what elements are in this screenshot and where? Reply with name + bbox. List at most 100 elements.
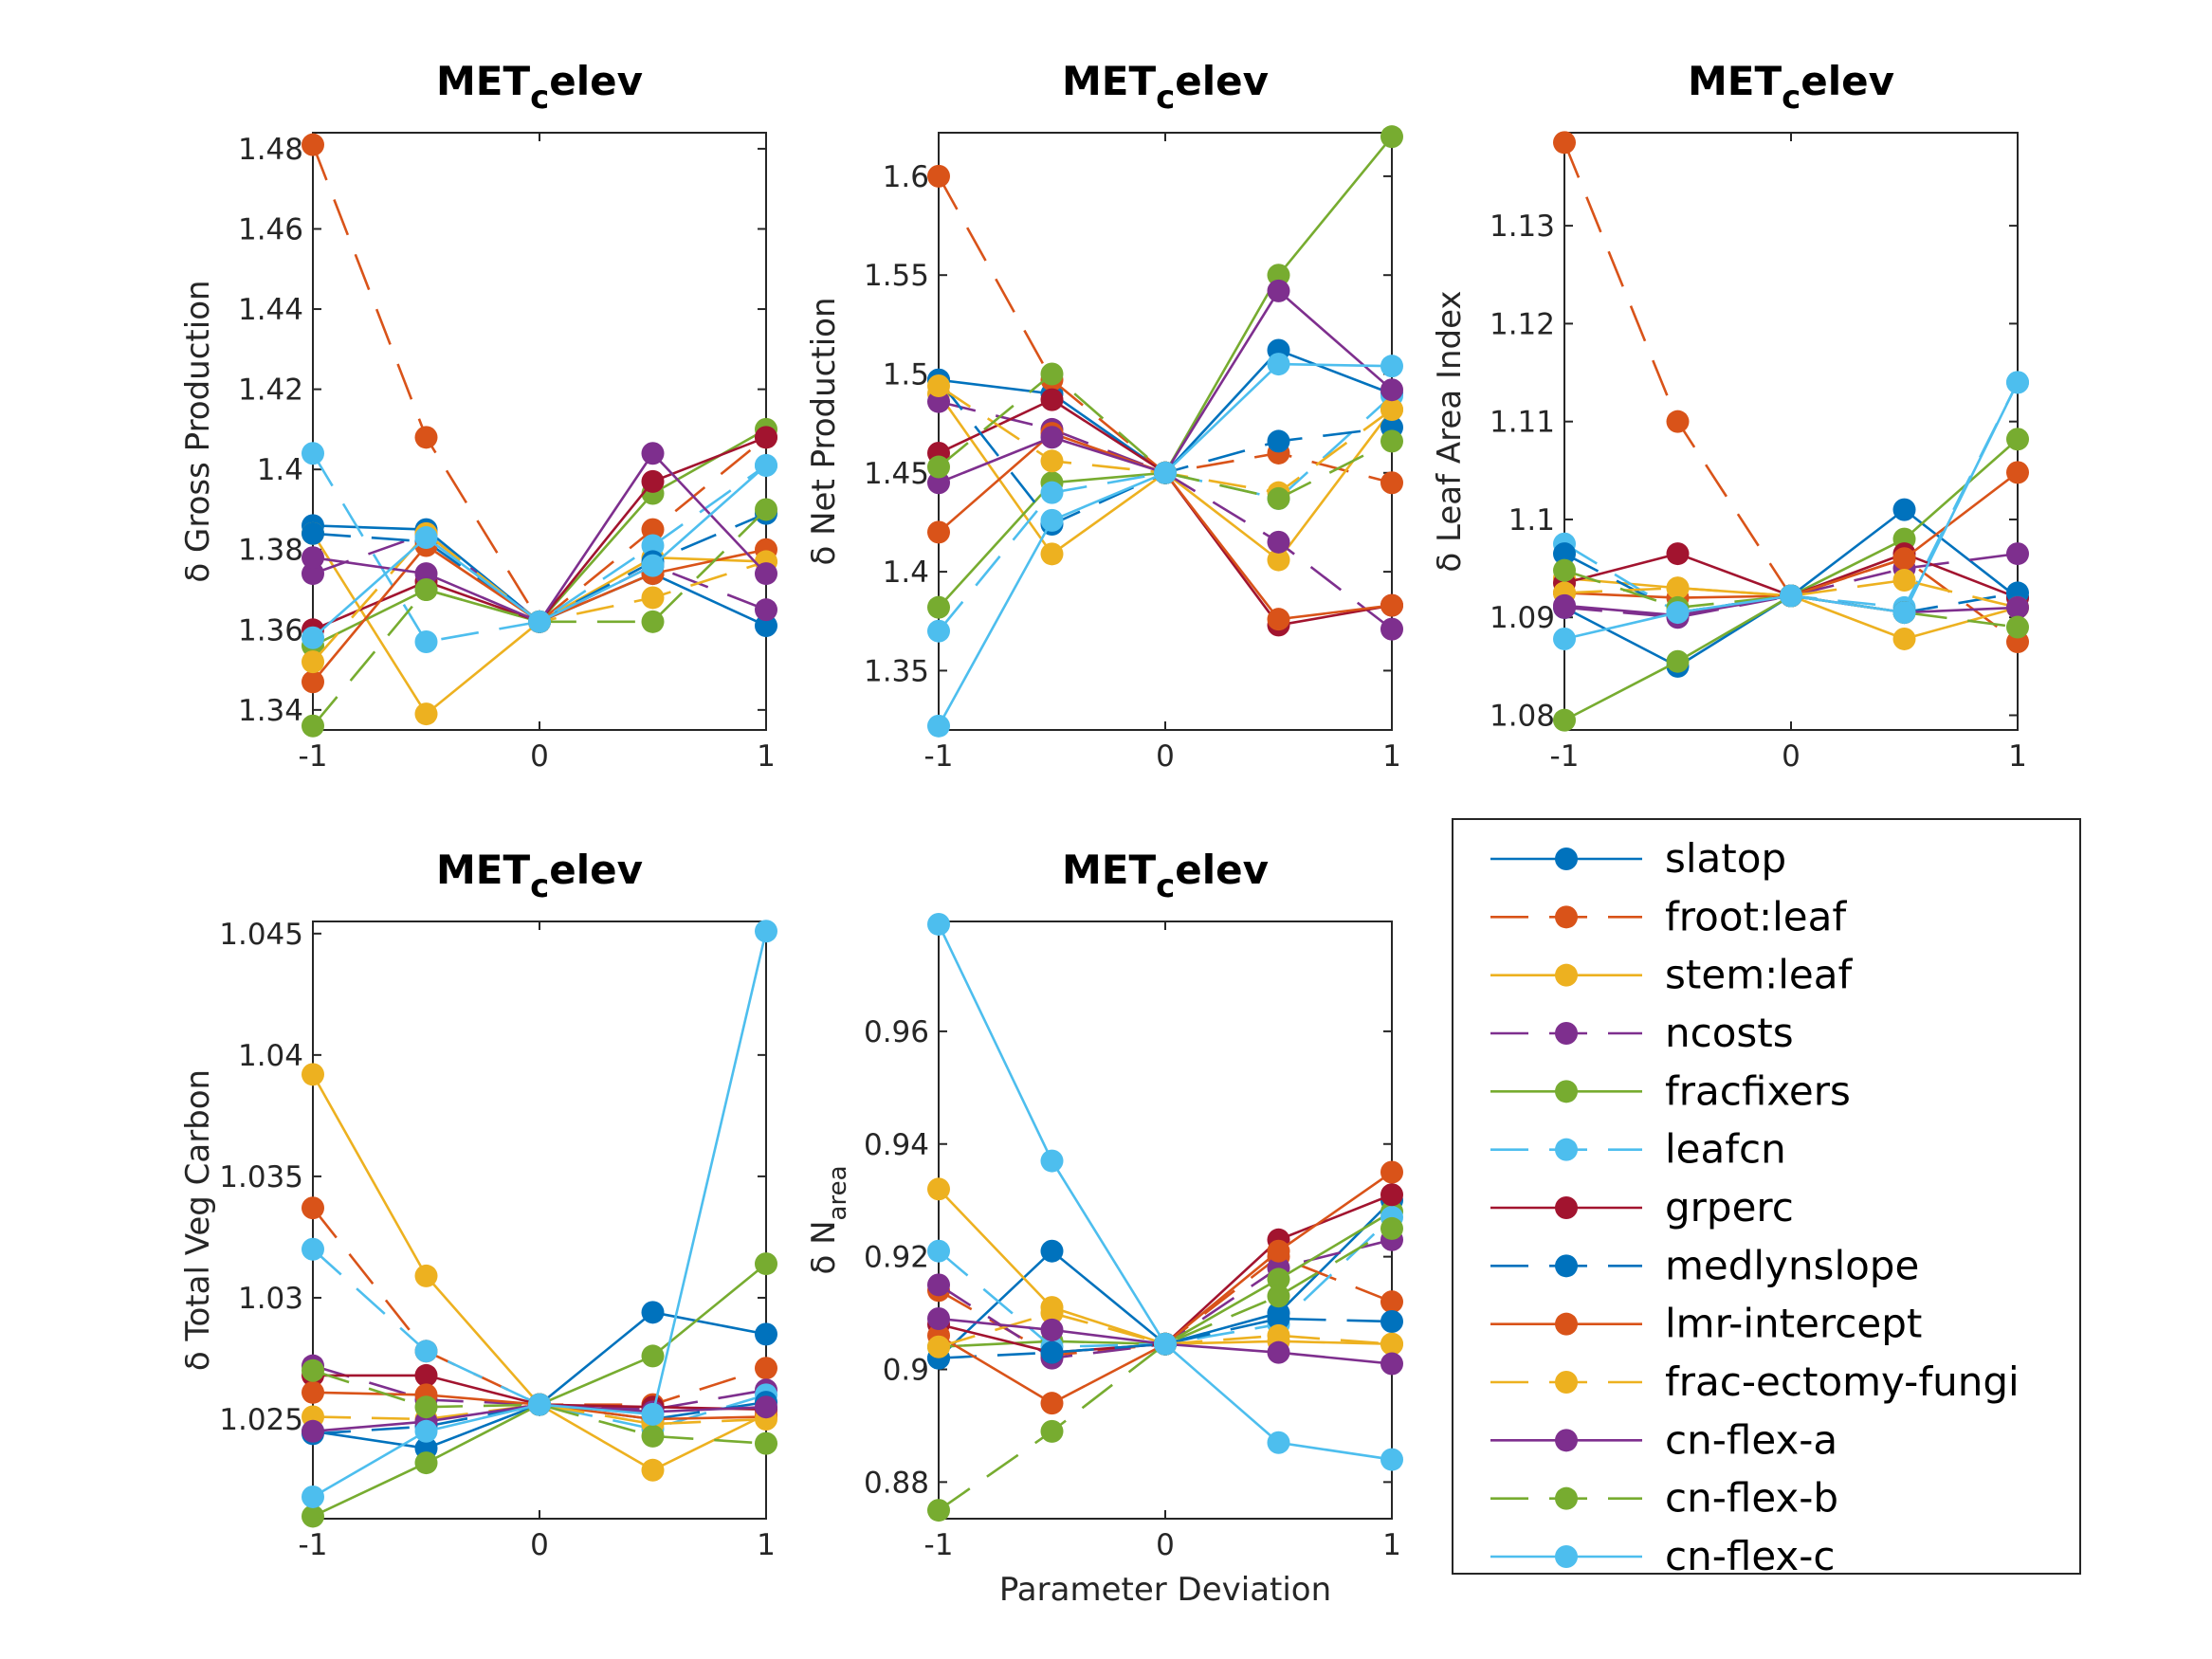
data-point <box>1267 608 1290 631</box>
data-point <box>641 586 665 610</box>
legend-box <box>1452 818 2081 1575</box>
y-tick-label: 1.4 <box>883 556 929 590</box>
data-point <box>927 390 950 413</box>
title-tail: elev <box>549 847 643 893</box>
series-line <box>937 394 1393 632</box>
title-main: MET <box>1688 58 1782 104</box>
data-point <box>1040 1149 1064 1173</box>
subplot-3: METcelev 1.08 1.09 1.1 1.11 1.12 1.13 -1 0 1 δ Lea… <box>1431 58 2029 774</box>
data-point <box>1666 576 1690 600</box>
legend-entry: cn-flex-b <box>1490 1475 1838 1522</box>
x-tick-label: 1 <box>757 739 776 774</box>
y-tick-label: 1.38 <box>238 534 303 568</box>
data-point <box>1892 601 1916 625</box>
series-line <box>938 1227 1393 1512</box>
data-point <box>1040 1340 1064 1364</box>
data-point <box>414 578 438 602</box>
y-tick-label: 0.9 <box>883 1354 929 1388</box>
data-point <box>1267 279 1290 302</box>
x-tick-label: -1 <box>299 1528 328 1562</box>
legend-entry: frac-ectomy-fungi <box>1490 1358 2020 1405</box>
data-point <box>302 521 324 545</box>
data-point <box>1267 486 1290 510</box>
legend-entry: froot:leaf <box>1490 893 1847 939</box>
data-point <box>1380 1160 1403 1184</box>
legend-label: stem:leaf <box>1665 952 1853 998</box>
y-tick-label: 1.12 <box>1490 307 1555 341</box>
y-tick-label: 1.4 <box>257 453 303 487</box>
title-subscript: c <box>530 79 549 117</box>
y-axis-label: δ Leaf Area Index <box>1431 290 1469 572</box>
y-tick-label: 1.35 <box>864 654 929 688</box>
data-point <box>414 1340 438 1363</box>
legend-entry: cn-flex-c <box>1490 1533 1836 1579</box>
series-cn-flex-c <box>927 353 1403 738</box>
x-tick-label: 1 <box>1382 1528 1401 1562</box>
subplot-1: METcelev 1.34 1.36 1.38 1.4 1.42 1.44 1.46 1.48 -… <box>179 58 777 774</box>
data-point <box>414 1419 438 1443</box>
legend-entry: grperc <box>1490 1184 1794 1231</box>
title-subscript: c <box>530 867 549 905</box>
subplot-title: METcelev <box>436 847 643 905</box>
series-line <box>312 1364 767 1412</box>
y-tick-label: 1.55 <box>864 259 929 293</box>
data-point <box>755 562 777 586</box>
y-tick-label: 1.08 <box>1490 700 1555 734</box>
legend-marker <box>1555 1254 1578 1278</box>
legend-label: leafcn <box>1665 1126 1786 1173</box>
data-point <box>641 1301 665 1324</box>
legend-marker <box>1555 1022 1578 1045</box>
data-point <box>1040 362 1064 386</box>
data-point <box>1267 353 1290 376</box>
series-cn-flex-c <box>1553 371 2029 650</box>
y-tick-label: 1.34 <box>238 694 303 728</box>
title-tail: elev <box>1801 58 1894 104</box>
data-point <box>927 455 950 479</box>
data-point <box>302 1504 324 1528</box>
x-tick-label: -1 <box>924 1528 954 1562</box>
data-point <box>1040 1302 1064 1325</box>
series-line <box>1563 578 2019 610</box>
data-point <box>414 629 438 653</box>
data-point <box>755 598 777 622</box>
title-subscript: c <box>1782 79 1801 117</box>
data-point <box>1154 461 1177 484</box>
data-point <box>641 610 665 633</box>
legend-marker <box>1555 1371 1578 1394</box>
x-tick-label: 0 <box>1156 739 1175 774</box>
y-tick-label: 1.045 <box>219 918 303 952</box>
legend-label: froot:leaf <box>1665 893 1847 939</box>
y-tick-label: 0.92 <box>864 1241 929 1275</box>
data-point <box>1267 1431 1290 1454</box>
data-point <box>1040 449 1064 473</box>
data-point <box>927 619 950 643</box>
y-tick-label: 1.04 <box>238 1039 303 1073</box>
data-point <box>528 1393 551 1416</box>
data-point <box>641 442 665 465</box>
subplot-5: METcelev 0.88 0.9 0.92 0.94 0.96 -1 0 1 δ Narea Pa… <box>805 847 1403 1609</box>
data-point <box>1666 601 1690 625</box>
legend-marker <box>1555 848 1578 870</box>
data-point <box>302 626 324 649</box>
x-tick-label: -1 <box>299 739 328 774</box>
data-point <box>641 1458 665 1482</box>
title-tail: elev <box>1175 847 1269 893</box>
legend-entry: lmr-intercept <box>1490 1301 1922 1347</box>
data-point <box>414 426 438 449</box>
y-label-subscript: area <box>824 1165 852 1220</box>
data-point <box>755 920 777 943</box>
data-point <box>302 650 324 674</box>
axes-box <box>938 132 1393 731</box>
y-tick-label: 1.035 <box>219 1160 303 1194</box>
data-point <box>1892 627 1916 650</box>
data-point <box>1040 542 1064 566</box>
data-point <box>2006 542 2029 566</box>
data-point <box>302 1237 324 1261</box>
series-line <box>312 1400 767 1435</box>
data-point <box>302 1063 324 1086</box>
data-point <box>414 1395 438 1419</box>
data-point <box>2006 428 2029 451</box>
data-point <box>1267 1239 1290 1263</box>
data-point <box>2006 371 2029 394</box>
data-point <box>1553 542 1576 566</box>
